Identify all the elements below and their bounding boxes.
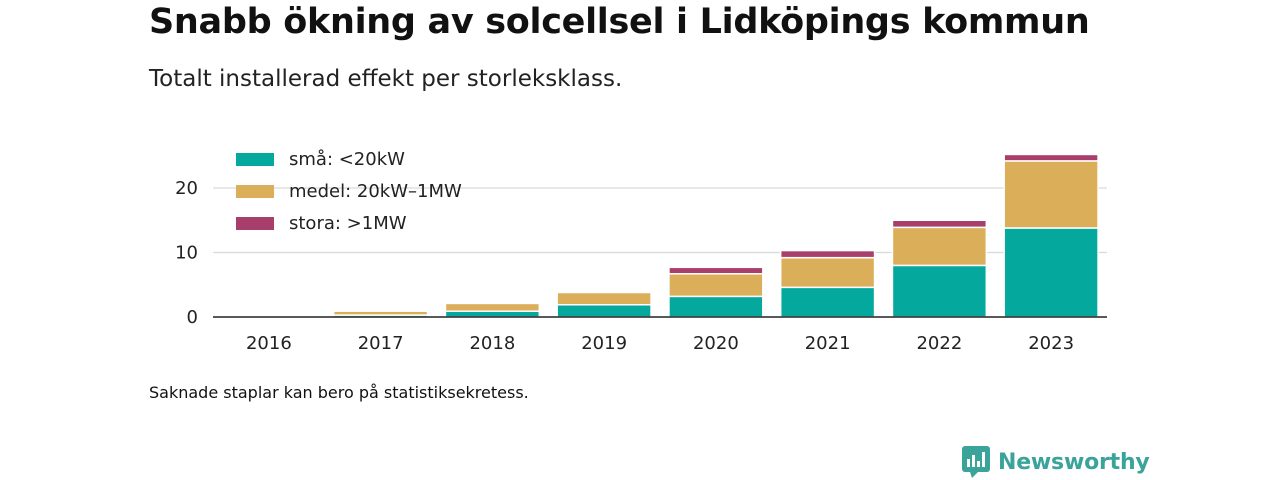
x-tick-label: 2020: [693, 333, 739, 354]
bar-segment-2022-2[interactable]: [891, 219, 988, 229]
legend: små: <20kW medel: 20kW–1MW stora: >1MW: [236, 149, 462, 234]
stacked-bar-chart: 0 10 20 2016 2017 2018 2019 2020 2021 2022 2023 s…: [175, 149, 1107, 354]
bar-segment-2023-1[interactable]: [1003, 160, 1099, 229]
x-tick-label: 2019: [581, 333, 627, 354]
x-tick-label: 2017: [358, 333, 404, 354]
footnote: Saknade staplar kan bero på statistiksek…: [149, 383, 529, 402]
y-tick-label: 20: [175, 178, 198, 199]
bar-segment-2020-2[interactable]: [668, 266, 764, 275]
bar-segment-2019-1[interactable]: [556, 291, 652, 306]
x-tick-label: 2018: [469, 333, 515, 354]
y-tick-label: 0: [187, 307, 198, 328]
x-tick-label: 2016: [246, 333, 292, 354]
bar-segment-2018-1[interactable]: [444, 302, 541, 312]
legend-swatch: [236, 185, 274, 198]
bar-segment-2021-1[interactable]: [779, 256, 876, 289]
y-tick-labels: 0 10 20: [175, 178, 198, 328]
bar-segment-2021-2[interactable]: [779, 249, 876, 259]
bar-segment-2018-0[interactable]: [444, 310, 541, 318]
legend-label: medel: 20kW–1MW: [289, 181, 462, 202]
x-tick-label: 2021: [805, 333, 851, 354]
newsworthy-logo-icon: [962, 446, 990, 478]
bar-segment-2020-1[interactable]: [668, 273, 764, 298]
bars: [221, 153, 1099, 318]
brand-logo[interactable]: Newsworthy: [962, 446, 1150, 478]
legend-label: stora: >1MW: [289, 213, 407, 234]
chart-title: Snabb ökning av solcellsel i Lidköpings …: [149, 2, 1090, 42]
bar-segment-2023-2[interactable]: [1003, 153, 1099, 162]
legend-swatch: [236, 217, 274, 230]
bar-segment-2022-1[interactable]: [891, 226, 988, 267]
bar-segment-2020-0[interactable]: [668, 295, 764, 318]
x-tick-label: 2023: [1028, 333, 1074, 354]
bar-segment-2021-0[interactable]: [779, 286, 876, 318]
x-tick-labels: 2016 2017 2018 2019 2020 2021 2022 2023: [246, 333, 1074, 354]
bar-segment-2022-0[interactable]: [891, 264, 988, 318]
brand-name: Newsworthy: [998, 449, 1150, 475]
legend-swatch: [236, 153, 274, 166]
chart-subtitle: Totalt installerad effekt per storlekskl…: [149, 66, 623, 92]
legend-label: små: <20kW: [289, 149, 405, 170]
bar-segment-2017-1[interactable]: [332, 310, 429, 316]
y-tick-label: 10: [175, 243, 198, 264]
bar-segment-2019-0[interactable]: [556, 303, 652, 318]
x-tick-label: 2022: [916, 333, 962, 354]
bar-segment-2023-0[interactable]: [1003, 227, 1099, 318]
